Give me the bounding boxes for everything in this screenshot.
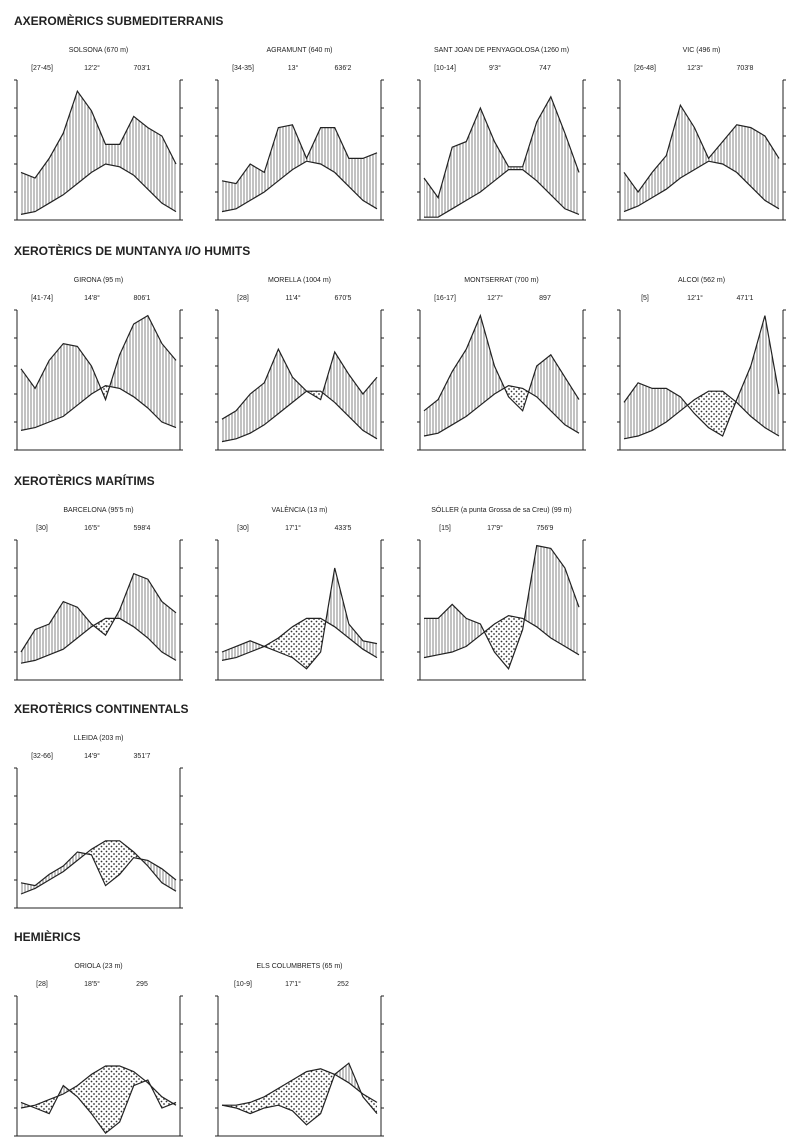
temperature-line (424, 169, 580, 218)
annotation: [28] (237, 295, 249, 302)
temperature-line (423, 614, 580, 659)
precipitation-line (20, 1079, 177, 1135)
annotation: 703'8 (737, 65, 754, 72)
chart-title: VALÈNCIA (13 m) (272, 505, 328, 514)
chart-title: MONTSERRAT (700 m) (464, 277, 538, 284)
precipitation-line (623, 103, 780, 194)
temperature-line (20, 840, 177, 895)
annotation: 18'5° (84, 980, 100, 988)
precipitation-line (424, 544, 580, 670)
precipitation-line (20, 572, 177, 653)
humid-area (624, 105, 779, 212)
annotation: 295 (136, 981, 148, 988)
humid-area (624, 315, 779, 439)
temperature-line (20, 617, 177, 664)
annotation: [16-17] (434, 295, 456, 302)
chart-title: ORIOLA (23 m) (74, 963, 122, 970)
annotation: 17'9° (487, 524, 503, 532)
temperature-line (222, 1068, 378, 1106)
chart-title: SÓLLER (a punta Grossa de sa Creu) (99 m… (431, 505, 571, 514)
precipitation-line (20, 314, 177, 402)
precipitation-line (221, 1062, 378, 1126)
annotation: 471'1 (737, 295, 754, 302)
chart-title: VIC (496 m) (683, 47, 721, 54)
precipitation-line (423, 95, 580, 199)
annotation: 598'4 (134, 525, 151, 532)
annotation: 636'2 (335, 65, 352, 72)
chart-title: AGRAMUNT (640 m) (267, 47, 333, 54)
temperature-line (623, 390, 780, 440)
annotation: 670'5 (335, 295, 352, 302)
chart-title: LLEIDA (203 m) (74, 735, 124, 742)
precipitation-line (623, 315, 780, 437)
annotation: [10-9] (234, 981, 252, 988)
annotation: 12'2° (84, 64, 100, 72)
section-heading: XEROTÈRICS CONTINENTALS (14, 701, 188, 716)
section-heading: HEMIÈRICS (14, 929, 81, 944)
section-heading: XEROTÈRICS MARÍTIMS (14, 473, 155, 488)
annotation: 12'1° (687, 294, 703, 302)
precipitation-line (221, 567, 378, 670)
chart-title: SOLSONA (670 m) (69, 47, 129, 54)
section-heading: AXEROMÈRICS SUBMEDITERRANIS (14, 13, 223, 28)
temperature-line (221, 160, 378, 213)
annotation: 351'7 (134, 753, 151, 760)
humid-area (424, 96, 579, 218)
annotation: 806'1 (134, 295, 151, 302)
annotation: 13° (288, 64, 299, 72)
annotation: 747 (539, 65, 551, 72)
arid-area (21, 840, 176, 886)
annotation: 14'8° (84, 294, 100, 302)
annotation: 17'1° (285, 524, 301, 532)
chart-title: ELS COLUMBRETS (65 m) (257, 963, 343, 970)
annotation: 16'5° (84, 524, 100, 532)
annotation: 11'4° (285, 294, 300, 302)
temperature-line (221, 390, 378, 443)
temperature-line (423, 384, 580, 437)
annotation: [32-66] (31, 753, 53, 760)
precipitation-line (221, 124, 378, 185)
temperature-line (20, 384, 177, 431)
annotation: 12'7° (487, 294, 503, 302)
chart-title: MORELLA (1004 m) (268, 277, 331, 284)
annotation: 252 (337, 981, 349, 988)
annotation: 14'9° (84, 752, 100, 760)
annotation: 12'3° (687, 64, 703, 72)
section-heading: XEROTÈRICS DE MUNTANYA I/O HUMITS (14, 243, 250, 258)
chart-title: ALCOI (562 m) (678, 277, 725, 284)
precipitation-line (221, 347, 378, 420)
annotation: [28] (36, 981, 48, 988)
annotation: 703'1 (134, 65, 151, 72)
annotation: [27-45] (31, 65, 53, 72)
temperature-line (623, 160, 780, 213)
annotation: 433'5 (335, 525, 352, 532)
annotation: [10-14] (434, 65, 456, 72)
annotation: [5] (641, 295, 649, 302)
precipitation-line (20, 89, 177, 179)
annotation: [41-74] (31, 295, 53, 302)
annotation: [15] (439, 525, 451, 532)
chart-title: SANT JOAN DE PENYAGOLOSA (1260 m) (434, 47, 569, 54)
annotation: 897 (539, 295, 551, 302)
precipitation-line (20, 851, 177, 887)
annotation: [34-35] (232, 65, 254, 72)
annotation: [26-48] (634, 65, 656, 72)
annotation: [30] (36, 525, 48, 532)
chart-title: GIRONA (95 m) (74, 277, 123, 284)
humid-area (222, 124, 377, 212)
humid-area (21, 91, 176, 215)
annotation: 756'9 (537, 525, 554, 532)
temperature-line (221, 617, 378, 661)
annotation: 17'1° (285, 980, 301, 988)
chart-title: BARCELONA (95'5 m) (63, 507, 133, 514)
annotation: 9'3° (489, 64, 501, 72)
annotation: [30] (237, 525, 249, 532)
precipitation-line (423, 313, 580, 412)
temperature-line (20, 163, 177, 215)
